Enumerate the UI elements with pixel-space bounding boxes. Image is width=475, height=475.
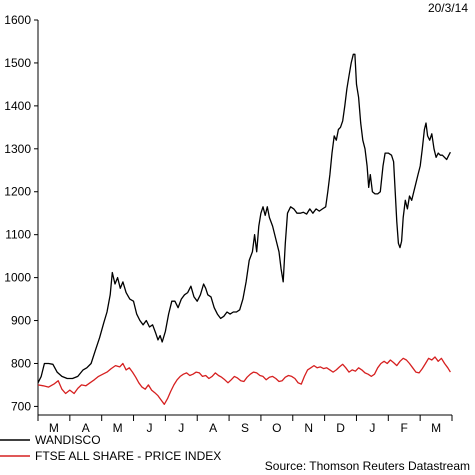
x-tick-label: J: [178, 421, 184, 435]
x-tick-label: J: [146, 421, 152, 435]
x-tick-label: M: [113, 421, 123, 435]
x-tick-label: D: [336, 421, 345, 435]
plot-area: [37, 53, 451, 405]
x-tick-label: A: [82, 421, 90, 435]
series-line-wandisco: [37, 53, 451, 384]
x-tick-label: O: [272, 421, 281, 435]
x-tick-label: F: [401, 421, 408, 435]
y-tick-label: 900: [11, 314, 31, 328]
x-tick-label: A: [209, 421, 217, 435]
y-tick-label: 700: [11, 399, 31, 413]
source-note: Source: Thomson Reuters Datastream: [265, 459, 470, 473]
y-axis: 700 800 900 1000 1100 1200 1300 1400 1500 1600: [4, 13, 39, 415]
legend: WANDISCO FTSE ALL SHARE - PRICE INDEX: [0, 433, 221, 463]
y-tick-label: 1000: [4, 271, 31, 285]
y-tick-label: 1400: [4, 99, 31, 113]
chart-date-label: 20/3/14: [428, 1, 468, 15]
legend-label-ftse: FTSE ALL SHARE - PRICE INDEX: [35, 449, 221, 463]
y-tick-label: 1300: [4, 142, 31, 156]
x-tick-label: S: [241, 421, 249, 435]
x-tick-label: M: [49, 421, 59, 435]
x-tick-label: M: [431, 421, 441, 435]
y-tick-label: 1600: [4, 13, 31, 27]
y-tick-label: 1100: [5, 228, 31, 242]
y-tick-label: 1200: [4, 185, 31, 199]
legend-label-wandisco: WANDISCO: [35, 433, 101, 447]
y-tick-label: 1500: [4, 56, 31, 70]
y-axis-ticks: 700 800 900 1000 1100 1200 1300 1400 1500 1600: [4, 13, 38, 413]
x-tick-label: J: [369, 421, 375, 435]
x-tick-label: N: [304, 421, 313, 435]
y-tick-label: 800: [11, 356, 31, 370]
series-line-ftse: [37, 356, 451, 405]
